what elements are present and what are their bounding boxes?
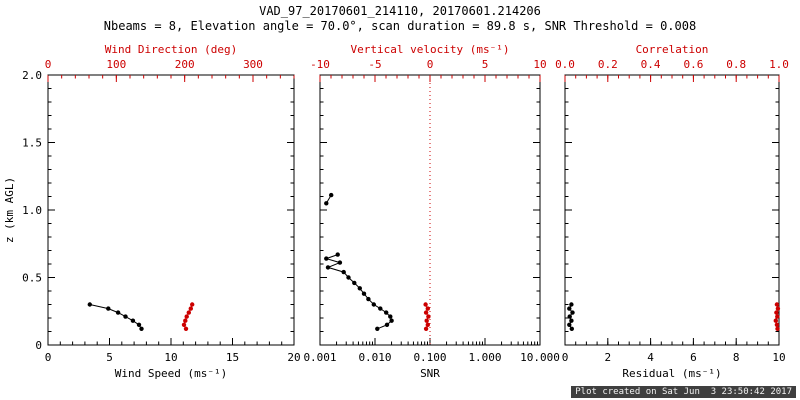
axis-bottom-wind: 0 5 10 15 20 Wind Speed (ms⁻¹): [45, 338, 301, 380]
svg-text:1.5: 1.5: [22, 137, 42, 150]
svg-text:-10: -10: [310, 58, 330, 71]
svg-text:100: 100: [106, 58, 126, 71]
svg-text:0: 0: [35, 339, 42, 352]
svg-text:10.000: 10.000: [520, 351, 560, 364]
svg-text:0: 0: [562, 351, 569, 364]
axis-top-snr: -10 -5 0 5 10 Vertical velocity (ms⁻¹): [310, 43, 547, 82]
svg-text:0.8: 0.8: [726, 58, 746, 71]
svg-text:Residual (ms⁻¹): Residual (ms⁻¹): [622, 367, 721, 380]
panel-snr: 0.001 0.010 0.100 1.000 10.000 SNR -10 -5 0 5 10 Ve…: [303, 43, 559, 380]
plot-subtitle: Nbeams = 8, Elevation angle = 70.0°, sca…: [103, 19, 697, 33]
series-wind-direction: [181, 302, 195, 331]
panel-wind: 0 5 10 15 20 Wind Speed (ms⁻¹) 0 100 200 300 Wind …: [22, 43, 301, 380]
svg-text:Wind Speed (ms⁻¹): Wind Speed (ms⁻¹): [115, 367, 228, 380]
svg-text:6: 6: [690, 351, 697, 364]
svg-text:10: 10: [533, 58, 546, 71]
svg-text:Wind Direction (deg): Wind Direction (deg): [105, 43, 237, 56]
axis-top-wind: 0 100 200 300 Wind Direction (deg): [45, 43, 295, 82]
svg-text:0.5: 0.5: [22, 272, 42, 285]
panel-residual: 0 2 4 6 8 10 Residual (ms⁻¹) 0.0 0.2 0.4 0.6 0.8 1.0…: [555, 43, 789, 380]
svg-text:5: 5: [106, 351, 113, 364]
svg-text:0.6: 0.6: [683, 58, 703, 71]
svg-text:0: 0: [45, 58, 52, 71]
svg-text:1.0: 1.0: [769, 58, 789, 71]
svg-text:300: 300: [243, 58, 263, 71]
series-snr-profile: [324, 252, 394, 331]
svg-text:1.000: 1.000: [468, 351, 501, 364]
axis-bottom-snr: 0.001 0.010 0.100 1.000 10.000 SNR: [303, 338, 560, 380]
svg-text:15: 15: [226, 351, 239, 364]
svg-text:5: 5: [482, 58, 489, 71]
axis-y-wind: 0 0.5 1.0 1.5 2.0: [22, 69, 294, 352]
svg-text:2: 2: [604, 351, 611, 364]
svg-text:0.0: 0.0: [555, 58, 575, 71]
svg-text:0: 0: [427, 58, 434, 71]
series-residual: [567, 302, 575, 331]
svg-text:-5: -5: [368, 58, 381, 71]
y-axis-title: z (km AGL): [3, 177, 16, 243]
plot-created-stamp: Plot created on Sat Jun 3 23:50:42 2017: [571, 386, 796, 398]
series-correlation: [773, 302, 781, 331]
axis-y-snr: [320, 74, 540, 346]
series-snr-upper: [324, 192, 334, 206]
series-wind-speed: [87, 302, 144, 331]
svg-text:8: 8: [733, 351, 740, 364]
axis-y-residual: [565, 74, 779, 346]
svg-text:20: 20: [287, 351, 300, 364]
svg-text:Vertical velocity (ms⁻¹): Vertical velocity (ms⁻¹): [351, 43, 510, 56]
svg-text:SNR: SNR: [420, 367, 440, 380]
axis-top-residual: 0.0 0.2 0.4 0.6 0.8 1.0 Correlation: [555, 43, 789, 82]
svg-text:10: 10: [772, 351, 785, 364]
series-vertical-velocity: [423, 302, 431, 331]
svg-text:2.0: 2.0: [22, 69, 42, 82]
svg-text:200: 200: [175, 58, 195, 71]
axis-bottom-residual: 0 2 4 6 8 10 Residual (ms⁻¹): [562, 338, 786, 380]
svg-text:0.001: 0.001: [303, 351, 336, 364]
svg-text:4: 4: [647, 351, 654, 364]
svg-text:10: 10: [164, 351, 177, 364]
plot-title: VAD_97_20170601_214110, 20170601.214206: [259, 4, 541, 18]
svg-text:Correlation: Correlation: [636, 43, 709, 56]
svg-text:1.0: 1.0: [22, 204, 42, 217]
svg-text:0.100: 0.100: [413, 351, 446, 364]
svg-text:0: 0: [45, 351, 52, 364]
svg-text:0.4: 0.4: [641, 58, 661, 71]
svg-text:0.2: 0.2: [598, 58, 618, 71]
svg-text:0.010: 0.010: [358, 351, 391, 364]
